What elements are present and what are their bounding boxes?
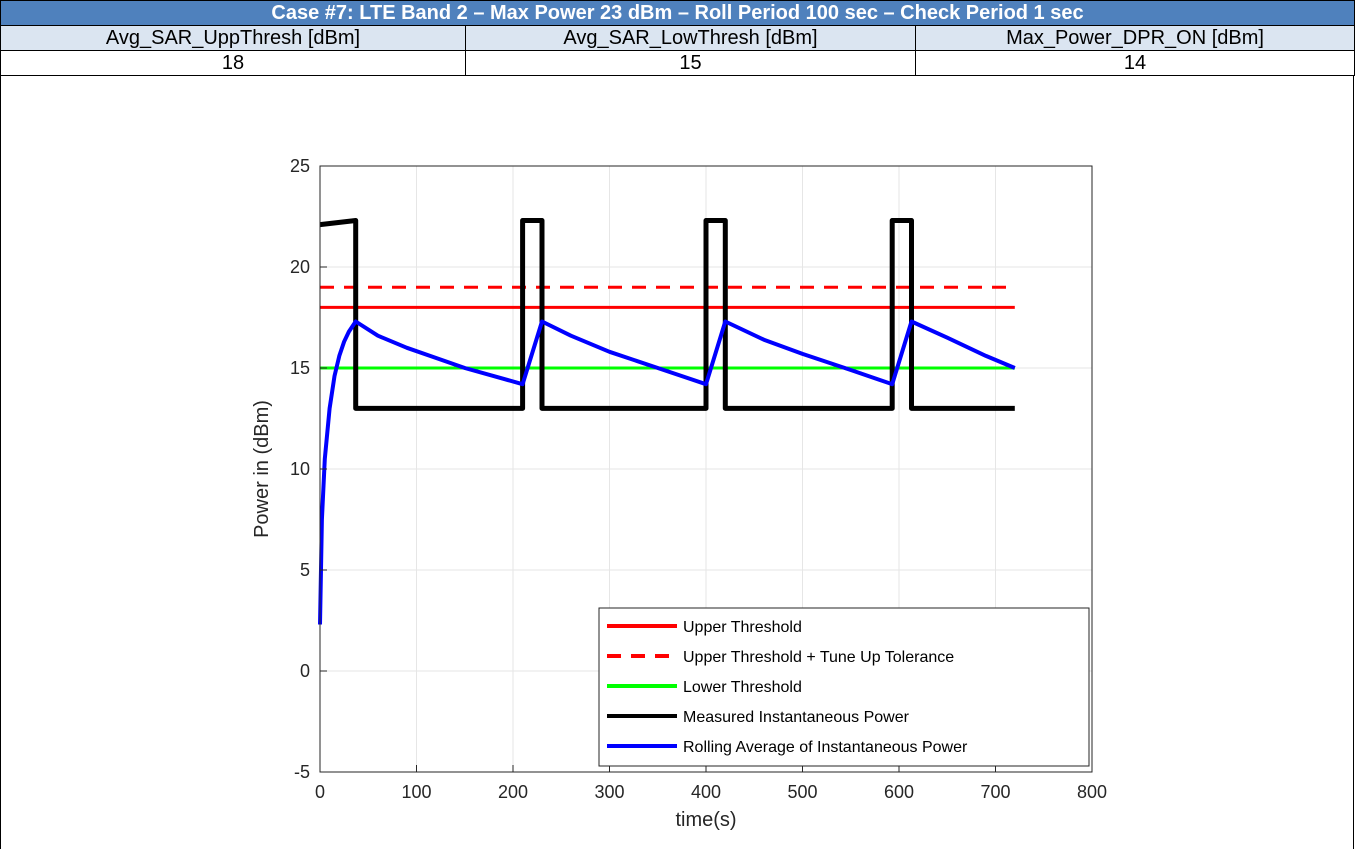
legend-label-2: Upper Threshold + Tune Up Tolerance	[683, 649, 954, 666]
x-tick-label: 100	[401, 782, 431, 802]
chart-series	[318, 218, 1016, 625]
y-tick-label: 0	[300, 661, 310, 681]
legend-label-3: Lower Threshold	[683, 679, 802, 696]
legend-box	[598, 607, 1090, 767]
y-tick-label: 20	[290, 257, 310, 277]
x-tick-label: 0	[315, 782, 325, 802]
value-low-thresh: 15	[465, 50, 916, 76]
case-table: Case #7: LTE Band 2 – Max Power 23 dBm –…	[0, 0, 1356, 76]
column-header-low-thresh: Avg_SAR_LowThresh [dBm]	[465, 25, 916, 51]
column-header-upp-thresh: Avg_SAR_UppThresh [dBm]	[0, 25, 466, 51]
chart-legend: Upper Threshold Upper Threshold + Tune Up…	[598, 607, 1090, 767]
y-tick-label: 5	[300, 560, 310, 580]
series-line-5	[318, 319, 1016, 625]
x-tick-label: 800	[1077, 782, 1107, 802]
y-tick-label: -5	[294, 762, 310, 782]
legend-label-4: Measured Instantaneous Power	[683, 709, 910, 726]
x-tick-label: 700	[980, 782, 1010, 802]
y-tick-label: 25	[290, 156, 310, 176]
x-tick-label: 500	[787, 782, 817, 802]
x-axis-label: time(s)	[675, 809, 736, 831]
series-line-4	[319, 218, 1015, 411]
x-tick-label: 400	[691, 782, 721, 802]
legend-label-1: Upper Threshold	[683, 619, 802, 636]
value-upp-thresh: 18	[0, 50, 466, 76]
y-tick-label: 15	[290, 358, 310, 378]
x-tick-label: 200	[498, 782, 528, 802]
value-max-power: 14	[914, 50, 1356, 76]
column-header-max-power: Max_Power_DPR_ON [dBm]	[914, 25, 1356, 51]
case-title: Case #7: LTE Band 2 – Max Power 23 dBm –…	[0, 0, 1356, 26]
x-tick-label: 300	[594, 782, 624, 802]
legend-label-5: Rolling Average of Instantaneous Power	[683, 739, 968, 756]
y-axis-label: Power in (dBm)	[251, 400, 273, 538]
x-tick-label: 600	[884, 782, 914, 802]
y-tick-label: 10	[290, 459, 310, 479]
